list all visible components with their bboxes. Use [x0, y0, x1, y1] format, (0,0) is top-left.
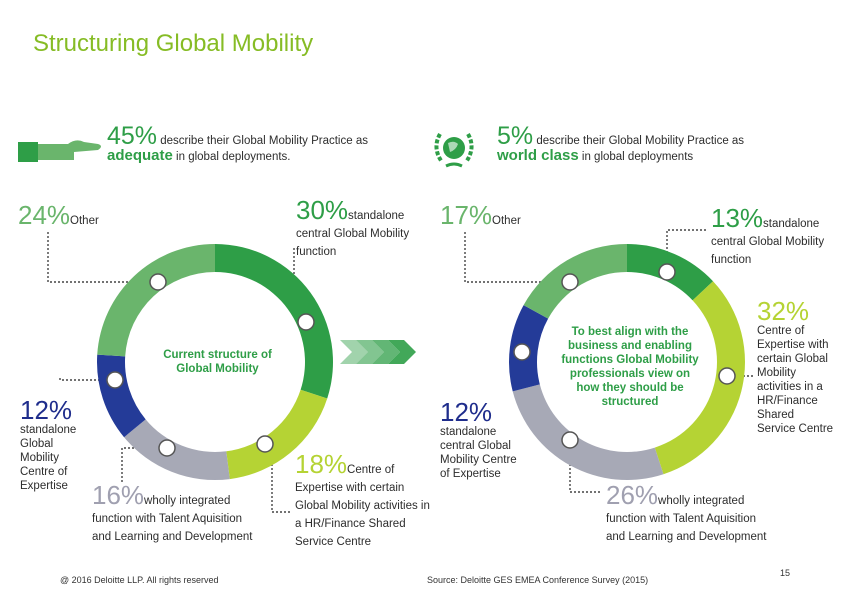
page-number: 15 — [780, 568, 790, 578]
right-marker-2 — [514, 344, 530, 360]
left-coe-label: 12% standalone Global Mobility Centre of… — [20, 397, 95, 493]
left-cgm-pct: 30% — [296, 195, 348, 225]
left-hr-pct: 18% — [295, 449, 347, 479]
right-cgm-pct: 13% — [711, 203, 763, 233]
left-slice-3 — [97, 355, 146, 438]
left-other-label: 24%Other — [18, 202, 99, 229]
left-marker-1 — [298, 314, 314, 330]
right-marker-3 — [719, 368, 735, 384]
left-coe-pct: 12% — [20, 397, 95, 423]
right-talent-label: 26%wholly integrated function with Talen… — [606, 482, 776, 545]
right-other-text: Other — [492, 215, 521, 227]
left-cgm-label: 30%standalone central Global Mobility fu… — [296, 197, 436, 260]
right-coe-text: standalone central Global Mobility Centr… — [440, 425, 520, 481]
right-hr-label: 32% Centre of Expertise with certain Glo… — [757, 298, 835, 436]
left-marker-4 — [257, 436, 273, 452]
left-slice-2 — [124, 419, 230, 480]
right-talent-pct: 26% — [606, 480, 658, 510]
left-leader-other — [48, 232, 150, 282]
right-cgm-label: 13%standalone central Global Mobility fu… — [711, 205, 836, 268]
right-other-label: 17%Other — [440, 202, 521, 229]
right-hr-text: Centre of Expertise with certain Global … — [757, 324, 835, 436]
left-marker-3 — [159, 440, 175, 456]
right-hr-pct: 32% — [757, 298, 835, 324]
right-chart-center-label: To best align with the business and enab… — [560, 325, 700, 409]
left-coe-text: standalone Global Mobility Centre of Exp… — [20, 423, 95, 493]
left-other-pct: 24% — [18, 200, 70, 230]
left-marker-2 — [107, 372, 123, 388]
source-note: Source: Deloitte GES EMEA Conference Sur… — [427, 575, 648, 585]
chevron-arrow-icon — [340, 340, 416, 364]
left-marker-0 — [150, 274, 166, 290]
copyright: @ 2016 Deloitte LLP. All rights reserved — [60, 575, 219, 585]
left-other-text: Other — [70, 215, 99, 227]
left-chart-center-label: Current structure of Global Mobility — [160, 348, 275, 376]
left-slice-4 — [97, 244, 215, 356]
right-coe-pct: 12% — [440, 399, 520, 425]
right-marker-4 — [562, 432, 578, 448]
right-marker-0 — [562, 274, 578, 290]
right-marker-1 — [659, 264, 675, 280]
right-coe-label: 12% standalone central Global Mobility C… — [440, 399, 520, 481]
right-leader-other — [465, 232, 562, 282]
left-hr-label: 18%Centre of Expertise with certain Glob… — [295, 451, 435, 550]
left-talent-pct: 16% — [92, 480, 144, 510]
right-other-pct: 17% — [440, 200, 492, 230]
left-talent-label: 16%wholly integrated function with Talen… — [92, 482, 262, 545]
